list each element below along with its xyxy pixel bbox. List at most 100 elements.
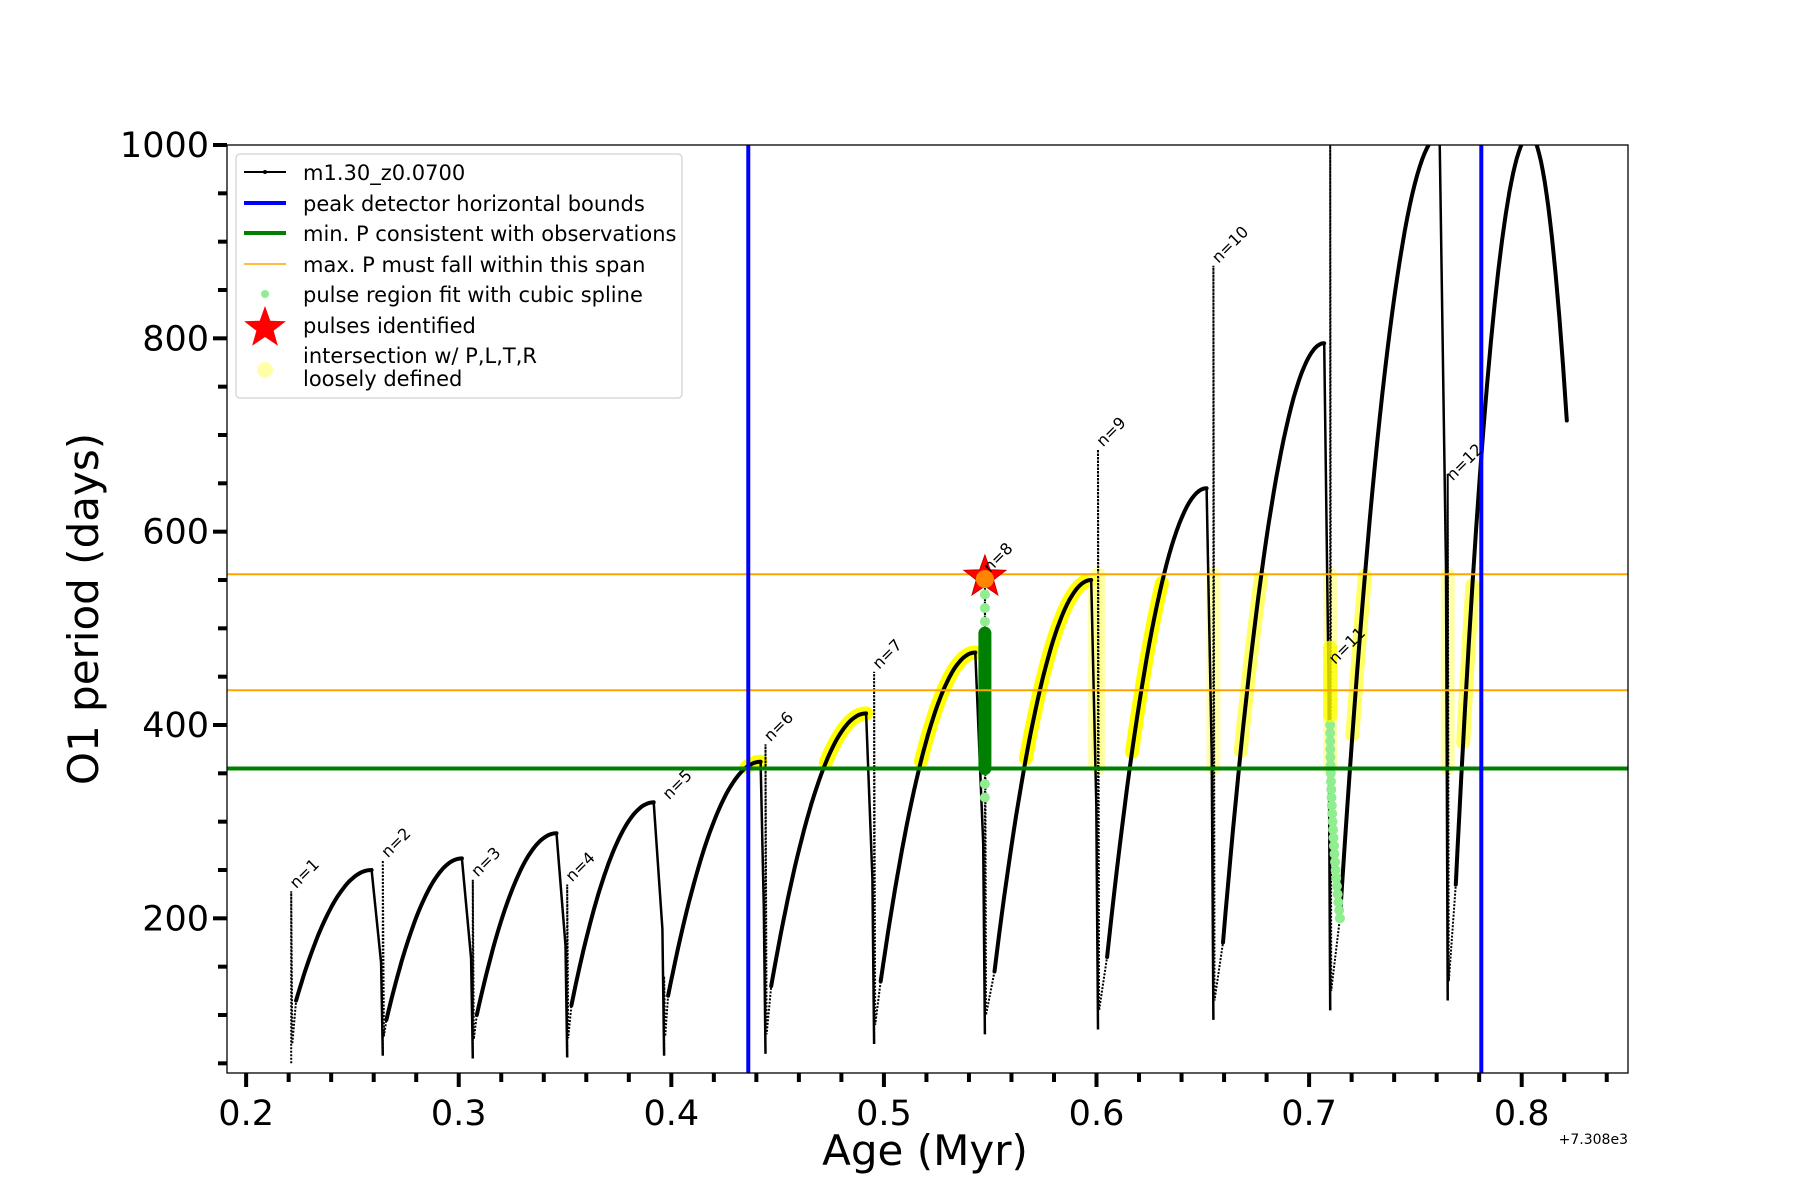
model-curve-arc (474, 831, 559, 1017)
x-tick-label: 0.3 (431, 1094, 487, 1134)
plot-area: n=1n=2n=3 n=4n=5n=6n=7n=8n=9n=10n=11n=12 (227, 145, 1628, 1073)
x-tick-label: 0.8 (1494, 1094, 1550, 1134)
spline-fit-point (1325, 744, 1336, 755)
model-curve-spike (566, 884, 573, 1058)
spline-fit-point (1333, 897, 1344, 908)
model-curve-descent (759, 761, 767, 1054)
spline-fit-point (1328, 824, 1339, 835)
spline-fit-point (1330, 865, 1341, 875)
model-curve-spike (663, 976, 670, 1056)
pulse-label: n=10 (1208, 222, 1252, 266)
spline-fit-point (1331, 881, 1342, 892)
y-tick-label: 600 (142, 513, 209, 553)
spline-fit-point (1325, 752, 1336, 763)
spline-fit-point (1334, 905, 1345, 916)
y-tick-label: 800 (142, 319, 209, 359)
pulse-label: n=5 (658, 766, 695, 803)
x-tick-label: 0.5 (856, 1094, 912, 1134)
model-curve-spike (1446, 473, 1457, 1001)
legend-box (235, 153, 683, 399)
spline-fit-point (979, 792, 990, 803)
spline-fit-point (1326, 800, 1337, 811)
spline-fit-point (1326, 792, 1337, 803)
model-curve-descent (555, 833, 569, 1058)
y-tick-label: 1000 (120, 126, 209, 166)
legend-swatch-marker (263, 170, 267, 174)
model-curve-spike (1097, 449, 1109, 1030)
model-curve-arc (878, 650, 978, 984)
legend-label: peak detector horizontal bounds (303, 192, 645, 216)
model-curve-arc (769, 711, 869, 988)
spline-fit-point (979, 589, 990, 600)
spline-fit-point (1327, 816, 1338, 827)
spline-fit-point (1325, 736, 1336, 747)
y-axis-label: O1 period (days) (59, 433, 108, 785)
model-curve-spike (381, 860, 388, 1056)
x-tick-label: 0.7 (1281, 1094, 1337, 1134)
model-curve-arc (384, 856, 464, 1022)
legend-label: m1.30_z0.0700 (303, 161, 465, 186)
legend-label: loosely defined (303, 367, 462, 391)
y-tick-label: 200 (142, 899, 209, 939)
legend-label: pulses identified (303, 314, 476, 338)
pulse-identified-marker (975, 570, 994, 589)
pulse-label: n=2 (377, 824, 414, 861)
model-curve-spike (471, 879, 478, 1059)
legend-swatch-dot (261, 290, 269, 298)
spline-fit-point (979, 616, 990, 627)
pulse-label: n=1 (286, 855, 323, 892)
model-curve-spike (290, 891, 298, 1064)
x-tick-label: 0.4 (643, 1094, 699, 1134)
intersection-highlight-arc (1018, 573, 1099, 766)
pulse-label: n=4 (562, 848, 599, 885)
spline-fit-point (1332, 889, 1343, 900)
pulse-label: n=7 (869, 635, 906, 672)
spline-fit-point (1329, 848, 1340, 859)
legend-label: intersection w/ P,L,T,R (303, 344, 537, 368)
x-axis-label: Age (Myr) (822, 1126, 1028, 1175)
spline-fit-point (1325, 776, 1336, 787)
pulse-label: n=3 (467, 843, 504, 880)
pulse-label: n=9 (1092, 413, 1129, 450)
model-curve-arc (1453, 145, 1524, 887)
model-curve-descent (460, 858, 475, 1059)
model-curve-descent (370, 869, 385, 1056)
spline-fit-point (1328, 840, 1339, 851)
model-curve-arc (1221, 341, 1327, 945)
legend-label: pulse region fit with cubic spline (303, 283, 643, 307)
model-curve-arc (294, 868, 374, 1003)
spline-fit-point (1330, 856, 1341, 867)
model-curve-spike (873, 671, 882, 1044)
x-tick-label: 0.6 (1069, 1094, 1125, 1134)
pulse-label: n=6 (760, 708, 797, 745)
spline-fit-point (1325, 728, 1336, 739)
model-curve-descent (864, 713, 876, 1045)
model-curve-arc (1105, 486, 1209, 959)
spline-fit-point (979, 778, 990, 789)
intersection-highlight-arc (818, 706, 874, 770)
intersection-highlight-arc (913, 645, 983, 769)
model-curve-arc (992, 578, 1094, 974)
spline-fit-point (1327, 808, 1338, 819)
spline-fit-point (1331, 873, 1342, 884)
spline-fit-point (1325, 720, 1336, 730)
model-curve-arc (1534, 145, 1569, 423)
model-curve-descent (1438, 145, 1449, 1001)
legend-swatch-circle (257, 362, 273, 378)
legend-label: max. P must fall within this span (303, 253, 645, 277)
model-curve-arc (1337, 145, 1431, 921)
x-offset-text: +7.308e3 (1559, 1132, 1628, 1148)
spline-fit-point (1334, 913, 1345, 924)
spline-fit-point (1326, 784, 1337, 795)
model-curve-spike (764, 744, 773, 1054)
model-curve-arc (569, 800, 656, 1008)
x-tick-label: 0.2 (218, 1094, 274, 1134)
model-curve-spike (1329, 145, 1341, 1011)
model-curve-descent (652, 802, 666, 1056)
spline-fit-point (1325, 768, 1336, 779)
legend-swatch-star (244, 306, 286, 346)
spline-fit-point (1328, 832, 1339, 843)
model-curve-spike (1212, 265, 1224, 1020)
